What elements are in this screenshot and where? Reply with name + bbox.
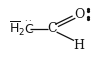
Text: C: C [48,22,57,35]
Text: O: O [74,8,84,21]
Text: H: H [74,39,85,52]
Text: $\overline{\mathrm{H}}_2\overset{\boldsymbol{..}}{\mathrm{C}}$: $\overline{\mathrm{H}}_2\overset{\boldsy… [9,20,35,38]
